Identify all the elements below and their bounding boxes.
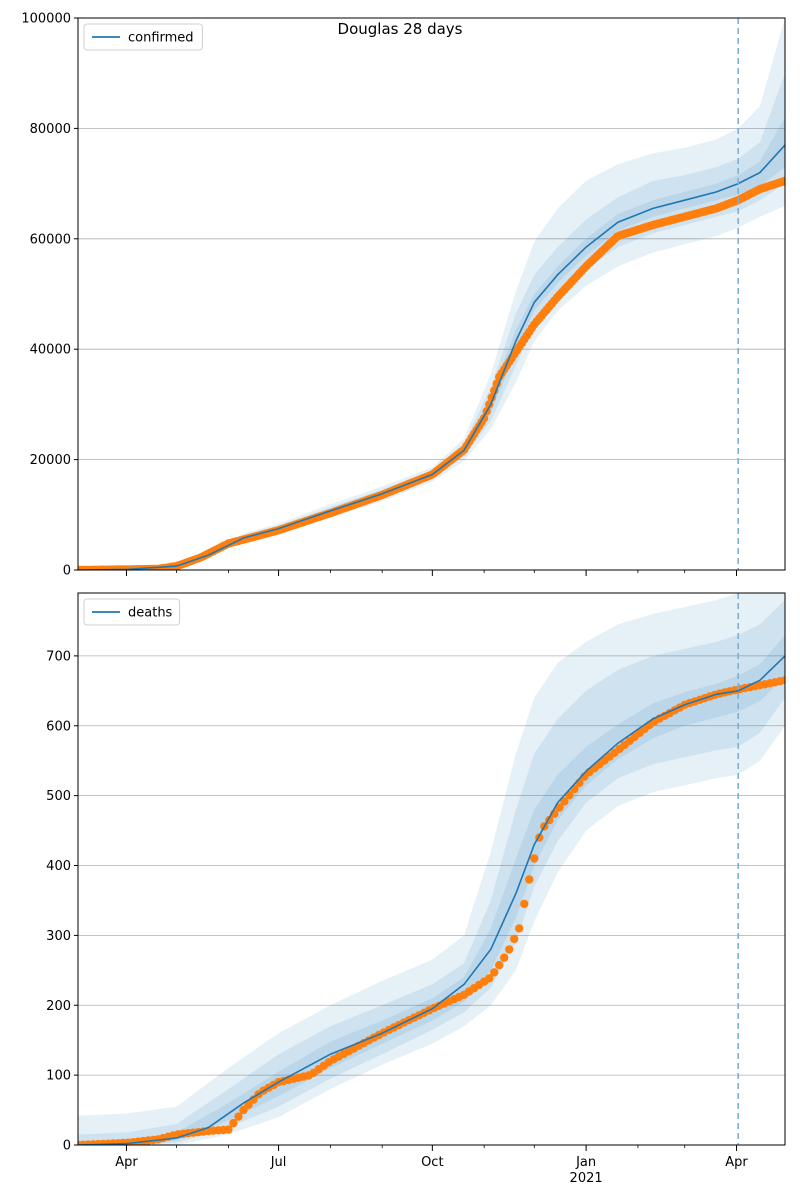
legend-label: confirmed: [128, 31, 194, 46]
x-tick-label: Oct: [421, 1155, 443, 1170]
y-tick-label: 100: [46, 1069, 71, 1084]
observed-point: [520, 899, 529, 909]
y-tick-label: 400: [46, 859, 71, 874]
observed-point: [229, 1118, 238, 1128]
x-tick-label: Jan: [575, 1155, 596, 1170]
observed-point: [525, 875, 534, 884]
y-tick-label: 600: [46, 719, 71, 734]
axes-frame: [77, 17, 786, 571]
observed-point: [555, 803, 564, 812]
observed-point: [490, 968, 499, 977]
x-tick-label: Apr: [115, 1155, 138, 1170]
uncertainty-band-1: [78, 593, 785, 1145]
plot-area: [78, 18, 785, 570]
axes-frame: [77, 592, 786, 1146]
uncertainty-band-1: [78, 18, 785, 570]
observed-point: [505, 945, 514, 954]
observed-point: [224, 1125, 233, 1134]
legend-box: [83, 23, 203, 51]
y-tick-label: 40000: [30, 343, 71, 358]
y-tick-label: 300: [46, 929, 71, 944]
observed-point: [515, 924, 524, 933]
observed-point: [530, 854, 539, 863]
uncertainty-band-3: [78, 634, 785, 1145]
y-tick-label: 20000: [30, 453, 71, 468]
legend-box: [83, 598, 181, 626]
uncertainty-band-2: [78, 73, 785, 570]
figure-title: Douglas 28 days: [337, 20, 463, 38]
y-tick-label: 60000: [30, 232, 71, 247]
chart-panel-1: 0 20000 40000 60000 80000 100000 confirmed: [21, 12, 786, 579]
x-tick-label: Apr: [725, 1155, 748, 1170]
observed-point: [239, 1105, 248, 1115]
model-line: [78, 144, 785, 570]
y-tick-label: 0: [63, 564, 71, 579]
observed-point: [780, 176, 785, 185]
observed-point: [500, 953, 509, 962]
y-tick-label: 80000: [30, 122, 71, 137]
observed-point: [485, 974, 494, 983]
y-tick-label: 0: [63, 1139, 71, 1154]
observed-point: [560, 797, 569, 806]
model-line: [78, 655, 785, 1145]
uncertainty-band-2: [78, 600, 785, 1145]
y-tick-label: 100000: [21, 12, 71, 27]
x-tick-label: Jul: [270, 1155, 287, 1170]
y-tick-label: 200: [46, 999, 71, 1014]
legend: deaths: [83, 598, 181, 626]
observed-point: [510, 934, 519, 944]
x-tick-year-label: 2021: [570, 1171, 603, 1186]
y-tick-label: 500: [46, 789, 71, 804]
observed-point: [234, 1112, 243, 1121]
legend: confirmed: [83, 23, 203, 51]
observed-point: [780, 676, 785, 685]
observed-point: [244, 1100, 253, 1110]
observed-point: [495, 960, 504, 970]
plot-area: [78, 593, 785, 1145]
legend-label: deaths: [128, 606, 173, 621]
y-tick-label: 700: [46, 649, 71, 664]
